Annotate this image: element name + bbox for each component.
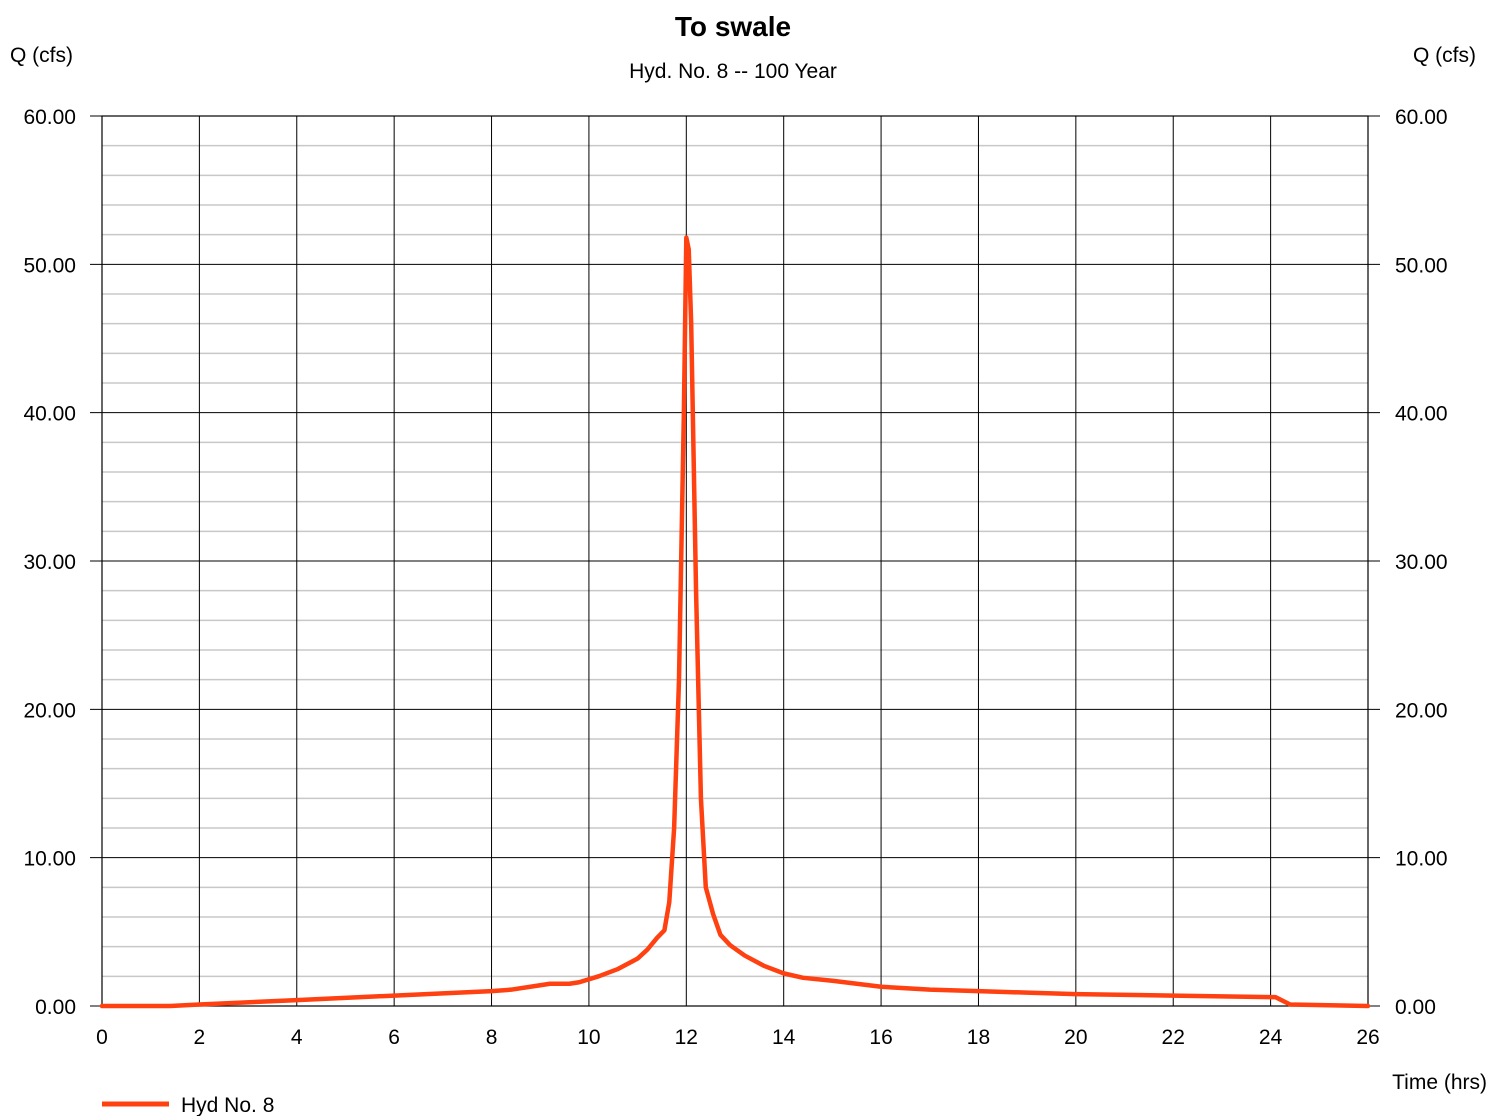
y-tick-label-right: 10.00 xyxy=(1395,848,1448,871)
chart-subtitle: Hyd. No. 8 -- 100 Year xyxy=(629,60,837,83)
y-tick-label-left: 0.00 xyxy=(35,996,76,1019)
x-tick-label: 14 xyxy=(772,1026,796,1049)
y-tick-label-left: 10.00 xyxy=(23,848,76,871)
series-layer xyxy=(99,235,1371,1009)
x-tick-label: 18 xyxy=(967,1026,990,1049)
plot-area-frame xyxy=(101,115,1369,1007)
y-tick-label-right: 20.00 xyxy=(1395,699,1448,722)
legend-label-hyd-no-8: Hyd No. 8 xyxy=(181,1094,274,1116)
x-tick-label: 6 xyxy=(388,1026,400,1049)
x-tick-label: 0 xyxy=(96,1026,108,1049)
x-tick-label: 8 xyxy=(486,1026,498,1049)
y-tick-label-right: 0.00 xyxy=(1395,996,1436,1019)
x-tick-label: 4 xyxy=(291,1026,303,1049)
x-axis-label: Time (hrs) xyxy=(1392,1071,1487,1094)
y-tick-labels-left: 0.00 10.00 20.00 30.00 40.00 50.00 60.00 xyxy=(23,106,76,1019)
series-line-hyd-no-8 xyxy=(99,235,1371,1009)
x-tick-label: 10 xyxy=(577,1026,600,1049)
y-tick-label-right: 30.00 xyxy=(1395,551,1448,574)
x-tick-label: 24 xyxy=(1259,1026,1283,1049)
x-tick-label: 16 xyxy=(869,1026,892,1049)
y-tick-label-right: 40.00 xyxy=(1395,403,1448,426)
legend: Hyd No. 8 xyxy=(102,1094,274,1116)
x-tick-labels: 0 2 4 6 8 10 12 14 16 18 20 22 24 26 xyxy=(96,1026,1380,1049)
y-tick-labels-right: 0.00 10.00 20.00 30.00 40.00 50.00 60.00 xyxy=(1395,106,1448,1019)
y-tick-label-right: 60.00 xyxy=(1395,106,1448,129)
major-gridlines xyxy=(90,115,1380,1007)
y-tick-label-left: 40.00 xyxy=(23,403,76,426)
x-tick-label: 2 xyxy=(194,1026,206,1049)
y-axis-label-left: Q (cfs) xyxy=(10,44,73,67)
y-axis-label-right: Q (cfs) xyxy=(1413,44,1476,67)
chart-title: To swale xyxy=(675,11,791,42)
minor-gridlines xyxy=(102,144,1368,978)
y-tick-label-left: 60.00 xyxy=(23,106,76,129)
x-tick-label: 12 xyxy=(675,1026,698,1049)
x-tick-label: 20 xyxy=(1064,1026,1087,1049)
x-tick-label: 26 xyxy=(1356,1026,1379,1049)
x-tick-label: 22 xyxy=(1162,1026,1185,1049)
y-tick-label-left: 50.00 xyxy=(23,254,76,277)
y-tick-label-left: 30.00 xyxy=(23,551,76,574)
y-tick-label-right: 50.00 xyxy=(1395,254,1448,277)
y-tick-label-left: 20.00 xyxy=(23,699,76,722)
